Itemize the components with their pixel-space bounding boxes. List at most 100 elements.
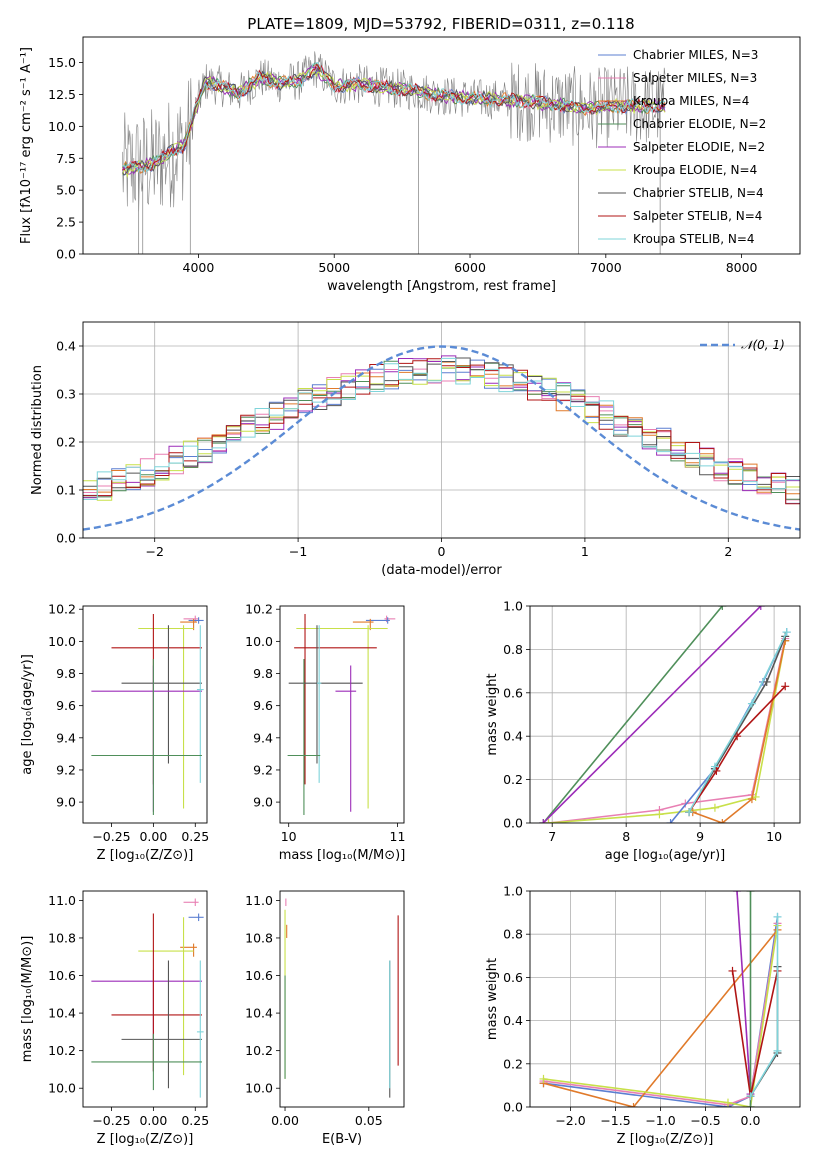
plus-marker	[762, 677, 771, 686]
x-tick-label: 10	[766, 829, 782, 844]
y-tick-label: 10.0	[245, 634, 273, 649]
y-tick-label: 10.6	[245, 968, 273, 983]
y-tick-label: 12.5	[48, 87, 76, 102]
y-tick-label: 10.6	[48, 968, 76, 983]
errorbar-point-salpeter-stelib	[294, 614, 377, 785]
legend-label: Salpeter STELIB, N=4	[633, 209, 762, 223]
plus-marker	[655, 810, 664, 819]
y-axis-label: mass weight	[485, 958, 500, 1040]
y-tick-label: 9.6	[253, 698, 273, 713]
y-tick-label: 9.2	[253, 762, 273, 777]
x-axis-label: Z [log₁₀(Z/Z⊙)]	[97, 848, 194, 863]
x-tick-label: 0.25	[181, 1113, 209, 1128]
x-tick-label: 0.00	[271, 1113, 299, 1128]
plus-marker	[756, 606, 765, 610]
errorbar-point-salpeter-elodie	[335, 665, 357, 812]
errorbar-point-kroupa-stelib	[196, 625, 204, 783]
plus-marker	[746, 1092, 755, 1101]
y-tick-label: 10.0	[48, 1081, 76, 1096]
y-tick-label: 0.8	[503, 927, 523, 942]
axes-frame	[529, 890, 801, 1108]
x-tick-label: −1.5	[600, 1113, 630, 1128]
figure-title: PLATE=1809, MJD=53792, FIBERID=0311, z=0…	[247, 15, 634, 33]
x-tick-label: 0.05	[355, 1113, 383, 1128]
plus-marker	[773, 912, 782, 921]
y-axis-label: Flux [fλ10⁻¹⁷ erg cm⁻² s⁻¹ A⁻¹]	[19, 47, 34, 244]
plus-marker	[746, 891, 755, 895]
y-tick-label: 0.0	[56, 247, 76, 262]
plus-marker	[718, 606, 727, 610]
y-tick-label: 10.4	[48, 1006, 76, 1021]
y-tick-label: 10.0	[48, 119, 76, 134]
panel-massweight_vs_age: 7 8 9 10 0.0 0.2 0.4 0.6 0.8 1.0 age [log₁₀(age/yr…	[485, 599, 801, 863]
y-tick-label: 0.0	[503, 1100, 523, 1115]
massweight-line-salpeter-elodie	[542, 606, 762, 823]
plot-area	[91, 614, 204, 815]
plus-marker	[724, 1098, 732, 1107]
plus-marker	[539, 819, 548, 823]
model-line-salpeter-elodie	[121, 65, 666, 175]
y-tick-label: 0.0	[56, 531, 76, 546]
x-axis-label: wavelength [Angstrom, rest frame]	[327, 279, 556, 294]
y-tick-label: 10.8	[245, 930, 273, 945]
y-tick-label: 0.2	[503, 772, 523, 787]
massweight-line-salpeter-miles	[543, 923, 779, 1106]
errorbar-point-chabrier-stelib	[121, 960, 202, 1089]
plot-area	[284, 898, 399, 1098]
plot-area	[530, 891, 800, 1107]
axes-frame	[279, 890, 405, 1108]
y-tick-label: 9.8	[253, 666, 273, 681]
legend-label: Chabrier ELODIE, N=2	[633, 117, 766, 131]
plus-marker	[666, 819, 675, 823]
x-tick-label: −2.0	[555, 1113, 585, 1128]
y-tick-label: 9.0	[56, 795, 76, 810]
y-tick-label: 0.8	[503, 642, 523, 657]
plus-marker	[710, 803, 719, 812]
y-tick-label: 10.2	[245, 1043, 273, 1058]
x-tick-label: 0.25	[181, 829, 209, 844]
y-tick-label: 1.0	[503, 599, 523, 614]
legend-label: Salpeter MILES, N=3	[633, 71, 757, 85]
x-tick-label: 8	[622, 829, 630, 844]
panel-age_vs_mass: 10 11 9.0 9.2 9.4 9.6 9.8 10.0 10.2 mass [log₁₀(M…	[245, 602, 405, 863]
y-tick-label: 9.4	[56, 730, 76, 745]
plus-marker	[544, 819, 553, 823]
x-tick-label: −1.0	[645, 1113, 675, 1128]
errorbar-point-chabrier-miles	[188, 617, 204, 624]
y-tick-label: 11.0	[245, 893, 273, 908]
x-tick-label: −0.5	[690, 1113, 720, 1128]
y-tick-label: 0.4	[56, 339, 76, 354]
plus-marker	[718, 819, 727, 823]
errorbar-point-salpeter-miles	[384, 615, 396, 623]
errorbar-point-kroupa-elodie	[138, 917, 194, 1076]
model-line-kroupa-elodie	[121, 70, 666, 179]
errorbar-point-kroupa-stelib	[196, 960, 204, 1098]
y-tick-label: 1.0	[503, 884, 523, 899]
massweight-line-chabrier-elodie	[542, 606, 723, 823]
legend-label: Kroupa ELODIE, N=4	[633, 163, 757, 177]
x-axis-label: age [log₁₀(age/yr)]	[605, 848, 726, 863]
y-tick-label: 9.8	[56, 666, 76, 681]
x-tick-label: 2	[724, 544, 732, 559]
errorbar-point-chabrier-miles	[188, 913, 204, 922]
y-tick-label: 10.0	[245, 1081, 273, 1096]
y-tick-label: 10.0	[48, 634, 76, 649]
plus-marker	[539, 1074, 548, 1083]
errorbar-point-chabrier-elodie	[287, 659, 321, 815]
model-line-kroupa-stelib	[122, 62, 666, 174]
errorbar-point-chabrier-elodie	[91, 659, 202, 815]
errorbar-point-salpeter-miles	[183, 898, 199, 907]
plus-marker	[685, 808, 694, 817]
x-tick-label: 7	[548, 829, 556, 844]
legend-label: Kroupa MILES, N=4	[633, 94, 749, 108]
plus-marker	[728, 966, 737, 975]
x-axis-label: E(B-V)	[322, 1132, 362, 1147]
y-tick-label: 9.6	[56, 698, 76, 713]
y-tick-label: 9.2	[56, 762, 76, 777]
errorbar-point-salpeter-stelib	[111, 913, 202, 1072]
plot-area	[287, 614, 396, 815]
axes-frame	[82, 321, 801, 539]
errorbar-point-salpeter-elodie	[91, 665, 202, 812]
y-tick-label: 15.0	[48, 55, 76, 70]
